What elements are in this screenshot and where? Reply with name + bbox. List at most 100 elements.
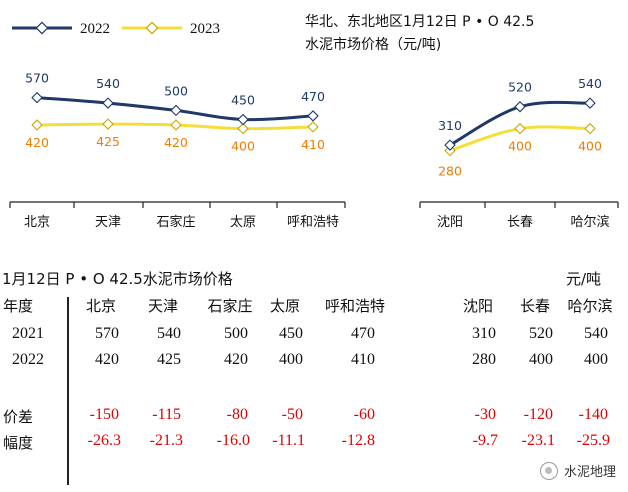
x-tick-label: 天津 <box>95 215 121 230</box>
data-label-2022: 450 <box>231 93 255 108</box>
point-marker-2023 <box>31 119 43 131</box>
data-label-2022: 540 <box>578 76 602 91</box>
table-cell: -80 <box>226 406 248 423</box>
table-cell: -60 <box>353 406 375 423</box>
data-label-2023: 410 <box>301 137 325 152</box>
table-cell: 450 <box>279 325 303 342</box>
point-marker-2022 <box>31 91 43 104</box>
table-column-header: 北京 <box>85 297 116 315</box>
tick-labels: 北京 天津 石家庄 太原 呼和浩特 沈阳 长春 哈尔滨 <box>24 214 610 230</box>
data-label-2022: 520 <box>508 80 532 95</box>
table-cell: 400 <box>279 351 303 368</box>
table-title: 1月12日 P • O 42.5水泥市场价格 <box>2 270 233 288</box>
table-header-label: 年度 <box>3 297 34 315</box>
table-cell: 425 <box>157 351 181 368</box>
table-cell: 410 <box>351 351 375 368</box>
data-label-2023: 420 <box>164 135 188 150</box>
table-cell: -25.9 <box>576 432 610 449</box>
data-label-2022: 500 <box>164 83 188 98</box>
table-row-label: 2022 <box>12 351 44 368</box>
legend-marker-2023 <box>145 21 159 35</box>
legend-label-2023: 2023 <box>190 21 220 37</box>
table-cell: 310 <box>472 325 496 342</box>
point-marker-2023 <box>237 122 249 135</box>
chart-title: 华北、东北地区1月12日 P • O 42.5 <box>305 14 534 30</box>
point-marker-2022 <box>170 104 182 117</box>
data-label-2023: 420 <box>25 135 49 150</box>
table-cell: -26.3 <box>87 432 121 449</box>
table-column-header: 太原 <box>269 297 300 315</box>
point-marker-2022 <box>444 139 456 151</box>
table-cell: -21.3 <box>149 432 183 449</box>
x-ticks <box>9 202 619 208</box>
table-cell: -140 <box>578 406 608 423</box>
line-chart: 2022 2023 华北、东北地区1月12日 P • O 42.5 水泥市场价格… <box>9 14 619 230</box>
data-label-2023: 400 <box>231 139 255 154</box>
x-tick-label: 太原 <box>230 215 256 230</box>
series-group: 420 425 420 400 410 280 400 400 570 540 500 450 470 3… <box>25 71 602 179</box>
point-marker-2022 <box>102 97 114 109</box>
table-cell: -11.1 <box>272 432 305 449</box>
x-tick-label: 石家庄 <box>156 214 195 230</box>
data-label-2023: 400 <box>508 139 532 154</box>
table-row-label: 幅度 <box>3 434 34 452</box>
chart-legend: 2022 2023 <box>12 21 220 37</box>
table-cell: 540 <box>584 325 608 342</box>
table-cell: 400 <box>584 351 608 368</box>
table-row-label: 价差 <box>3 408 34 426</box>
data-label-2023: 425 <box>96 134 120 149</box>
table-row-label: 2021 <box>12 325 44 342</box>
table-cell: -150 <box>89 406 119 423</box>
chart-subtitle: 水泥市场价格（元/吨) <box>305 36 441 53</box>
table-column-header: 呼和浩特 <box>324 297 385 315</box>
x-tick-label: 呼和浩特 <box>287 215 339 230</box>
table-cell: 570 <box>95 325 119 342</box>
table-cell: -120 <box>523 406 553 423</box>
point-marker-2022 <box>237 113 249 126</box>
table-cell: -30 <box>474 406 496 423</box>
table-divider <box>67 297 69 485</box>
table-column-header: 哈尔滨 <box>567 297 613 315</box>
legend-marker-2022 <box>35 21 49 35</box>
table-cell: -16.0 <box>216 432 250 449</box>
table-cell: -50 <box>281 406 303 423</box>
table-cell: 420 <box>224 351 248 368</box>
data-label-2023: 280 <box>438 164 462 179</box>
table-unit: 元/吨 <box>566 270 602 288</box>
watermark-text: 水泥地理 <box>563 465 616 480</box>
point-marker-2022 <box>584 97 596 109</box>
table-column-header: 石家庄 <box>207 297 253 315</box>
x-tick-label: 北京 <box>24 215 50 230</box>
point-marker-2022 <box>307 110 319 122</box>
x-tick-label: 哈尔滨 <box>570 214 609 230</box>
point-marker-2023 <box>170 119 182 131</box>
table-cell: -9.7 <box>472 432 498 449</box>
table-column-header: 天津 <box>147 297 178 315</box>
point-marker-2023 <box>514 122 526 135</box>
data-label-2022: 540 <box>96 76 120 91</box>
table-cell: -23.1 <box>521 432 555 449</box>
x-tick-label: 沈阳 <box>437 215 463 230</box>
table-cell: 540 <box>157 325 181 342</box>
wechat-icon <box>539 461 558 480</box>
table-cell: 280 <box>472 351 496 368</box>
table-cell: -115 <box>152 406 181 423</box>
data-label-2022: 570 <box>25 71 49 86</box>
data-label-2023: 400 <box>578 139 602 154</box>
legend-label-2022: 2022 <box>80 21 110 37</box>
point-marker-2023 <box>102 118 114 130</box>
table-cell: 400 <box>529 351 553 368</box>
table-cell: 470 <box>351 325 375 342</box>
table-cell: 420 <box>95 351 119 368</box>
table-cell: -12.8 <box>341 432 375 449</box>
table-cell: 520 <box>529 325 553 342</box>
table-column-header: 长春 <box>519 297 550 315</box>
point-marker-2022 <box>514 101 526 113</box>
data-label-2022: 310 <box>438 118 462 133</box>
point-marker-2023 <box>584 122 596 135</box>
watermark: 水泥地理 <box>539 461 616 480</box>
data-label-2022: 470 <box>301 89 325 104</box>
point-marker-2023 <box>307 121 319 133</box>
table-column-header: 沈阳 <box>462 297 493 315</box>
x-tick-label: 长春 <box>507 215 533 230</box>
